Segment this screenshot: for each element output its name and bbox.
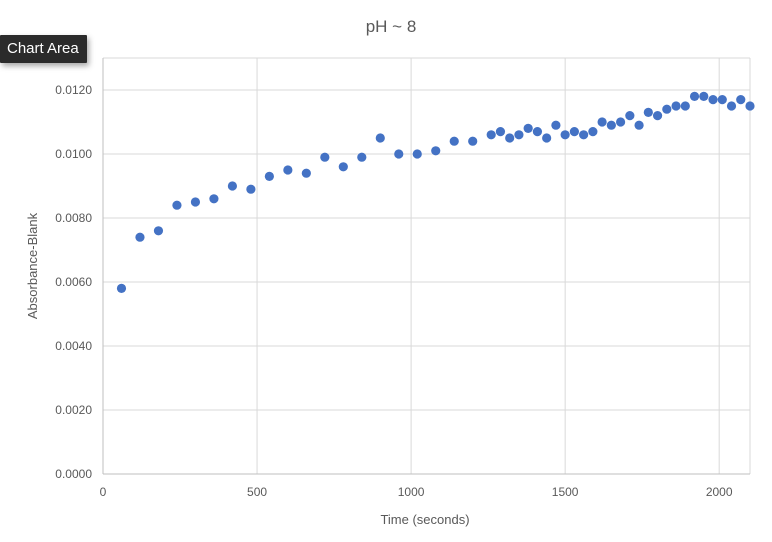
data-point[interactable] (431, 146, 441, 156)
data-point[interactable] (717, 95, 727, 105)
data-point[interactable] (375, 133, 385, 143)
data-point[interactable] (616, 117, 626, 127)
data-point[interactable] (588, 127, 598, 137)
data-point[interactable] (532, 127, 543, 137)
tick-labels: 0.0000 0.0020 0.0040 0.0060 0.0080 0.0100 0.01… (55, 83, 733, 499)
data-point[interactable] (412, 149, 422, 159)
data-point[interactable] (523, 123, 533, 133)
data-point[interactable] (634, 120, 644, 130)
data-point[interactable] (606, 120, 616, 130)
chart-area-tooltip: Chart Area (0, 35, 87, 63)
data-point[interactable] (264, 171, 274, 181)
data-point[interactable] (301, 168, 311, 178)
gridlines (103, 57, 751, 474)
y-axis-label: Absorbance-Blank (25, 212, 40, 319)
data-point[interactable] (227, 181, 237, 191)
data-point[interactable] (468, 136, 478, 146)
data-point[interactable] (662, 104, 672, 114)
x-tick-label: 1500 (552, 485, 579, 499)
data-point[interactable] (726, 101, 737, 111)
data-point[interactable] (320, 152, 330, 162)
data-point[interactable] (495, 127, 506, 137)
data-point[interactable] (283, 165, 293, 175)
x-tick-label: 500 (247, 485, 267, 499)
data-point[interactable] (190, 197, 201, 207)
data-point[interactable] (652, 111, 663, 121)
data-point[interactable] (569, 127, 579, 137)
data-point[interactable] (449, 136, 459, 146)
data-point[interactable] (246, 184, 256, 194)
data-point[interactable] (505, 133, 515, 143)
x-tick-label: 2000 (706, 485, 733, 499)
data-point[interactable] (338, 162, 348, 172)
data-point[interactable] (560, 130, 570, 140)
data-point[interactable] (357, 152, 367, 162)
data-point[interactable] (542, 133, 552, 143)
data-point[interactable] (736, 95, 746, 105)
y-tick-label: 0.0100 (55, 147, 92, 161)
x-axis-label: Time (seconds) (380, 512, 469, 527)
data-point[interactable] (209, 194, 219, 204)
data-point[interactable] (551, 120, 561, 130)
data-point[interactable] (671, 101, 681, 111)
y-tick-label: 0.0080 (55, 211, 92, 225)
data-point[interactable] (745, 101, 755, 111)
data-point[interactable] (625, 111, 635, 121)
data-point[interactable] (579, 130, 589, 140)
y-tick-label: 0.0020 (55, 403, 92, 417)
x-tick-label: 1000 (398, 485, 425, 499)
data-points[interactable] (116, 91, 755, 293)
data-point[interactable] (486, 130, 496, 140)
data-point[interactable] (643, 107, 653, 117)
data-point[interactable] (708, 95, 718, 105)
y-tick-label: 0.0120 (55, 83, 92, 97)
chart-title: pH ~ 8 (366, 17, 417, 36)
data-point[interactable] (135, 232, 145, 242)
y-tick-label: 0.0060 (55, 275, 92, 289)
data-point[interactable] (597, 117, 607, 127)
data-point[interactable] (116, 283, 127, 293)
x-tick-label: 0 (100, 485, 107, 499)
data-point[interactable] (514, 130, 524, 140)
data-point[interactable] (172, 200, 182, 210)
data-point[interactable] (680, 101, 690, 111)
data-point[interactable] (394, 149, 404, 159)
data-point[interactable] (689, 91, 700, 101)
y-tick-label: 0.0040 (55, 339, 92, 353)
data-point[interactable] (153, 226, 164, 236)
data-point[interactable] (699, 91, 709, 101)
y-tick-label: 0.0000 (55, 467, 92, 481)
axes (102, 58, 750, 475)
